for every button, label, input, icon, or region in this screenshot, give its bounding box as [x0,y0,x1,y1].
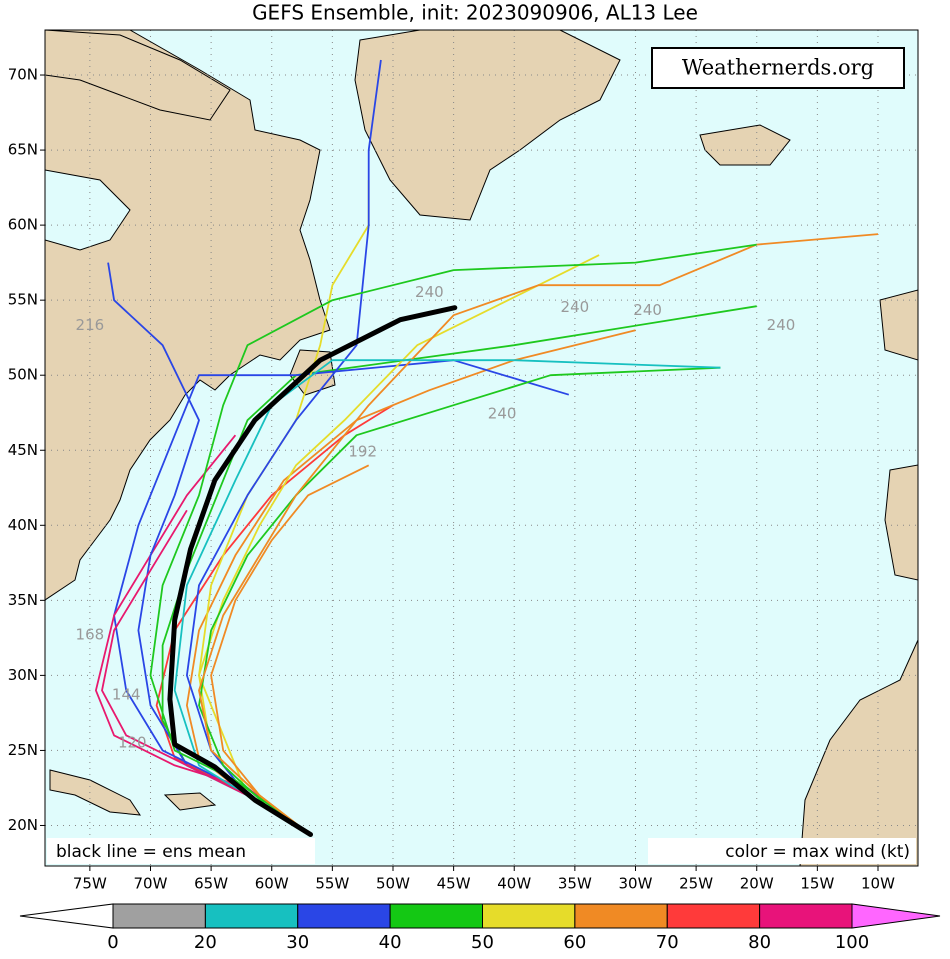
colorbar-label: 40 [379,932,402,953]
hour-label: 240 [415,283,444,301]
y-tick-label: 55N [8,291,38,309]
colorbar-box [574,903,668,929]
colorbar-box [759,903,853,929]
ensemble-track [149,243,757,834]
y-tick-label: 20N [8,816,38,834]
y-tick-label: 45N [8,441,38,459]
colorbar-under [19,903,114,929]
colorbar-box [297,903,391,929]
y-tick-label: 25N [8,741,38,759]
x-tick-label: 70W [134,875,168,893]
colorbar-label: 20 [194,932,217,953]
hour-label: 240 [488,405,517,423]
tracks: 240 240 240 240 240 216 192 168 144 120 [76,59,879,837]
land [45,30,918,866]
ensemble-track [101,509,309,834]
x-tick-label: 55W [315,875,349,893]
map: 240 240 240 240 240 216 192 168 144 120 [45,30,918,866]
hour-label: 192 [348,442,377,460]
north-america [45,30,331,601]
x-tick-label: 30W [619,875,653,893]
hispaniola [163,792,217,811]
x-tick-label: 75W [73,875,107,893]
colorbar-label: 30 [286,932,309,953]
x-tick-label: 40W [497,875,531,893]
y-tick-label: 70N [8,66,38,84]
colorbar-box [666,903,761,929]
colorbar-label: 50 [471,932,494,953]
legend-box [648,838,916,864]
y-tick-label: 35N [8,591,38,609]
x-tick-label: 50W [376,875,410,893]
colorbar-box [112,903,206,929]
y-tick-label: 50N [8,366,38,384]
x-tick-label: 35W [558,875,592,893]
greenland [354,30,621,221]
colorbar: 0 20 30 40 50 60 70 80 100 [19,903,941,953]
colorbar-box [204,903,299,929]
watermark-box [651,47,905,89]
colorbar-label: 80 [748,932,771,953]
hour-label: 240 [633,301,662,319]
hudson-bay [45,169,131,251]
hour-label: 168 [76,625,105,643]
y-tick-label: 65N [8,141,38,159]
ensemble-track [113,359,570,834]
colorbar-label: 60 [563,932,586,953]
legend-box [47,838,315,864]
mean-track [167,305,458,837]
axes: 75W 70W 65W 60W 55W 50W 45W 40W 35W 30W 25W 20W 15W 1… [8,66,895,893]
x-tick-label: 10W [861,875,895,893]
x-tick-label: 45W [437,875,471,893]
colorbar-label: 0 [107,932,118,953]
legend-mean: black line = ens mean [56,842,246,862]
iberia [884,464,918,581]
hour-label: 240 [561,298,590,316]
map-frame [44,29,919,867]
ensemble-track [198,366,721,834]
colorbar-box [389,903,483,929]
baffin-island [45,30,231,121]
x-tick-label: 25W [679,875,713,893]
hour-label: 144 [112,685,141,703]
ensemble-track [173,359,721,834]
x-tick-label: 20W [740,875,774,893]
y-tick-label: 30N [8,666,38,684]
hour-label: 216 [76,316,105,334]
colorbar-label: 70 [656,932,679,953]
ensemble-track [210,464,370,834]
colorbar-box [482,903,576,929]
africa [799,639,918,866]
ensemble-track [198,233,879,834]
hour-label: 120 [118,733,147,751]
hour-label: 240 [767,316,796,334]
x-tick-label: 65W [194,875,228,893]
chart-title: GEFS Ensemble, init: 2023090906, AL13 Le… [252,1,698,25]
watermark: Weathernerds.org [682,56,874,80]
cuba [49,769,142,816]
x-tick-label: 60W [255,875,289,893]
legend-color: color = max wind (kt) [725,842,910,862]
y-tick-label: 40N [8,516,38,534]
y-tick-label: 60N [8,216,38,234]
colorbar-label: 100 [835,932,869,953]
x-tick-label: 15W [800,875,834,893]
british-isles [879,289,918,361]
ensemble-track [155,404,394,834]
colorbar-over [851,903,941,929]
grid [45,30,918,866]
